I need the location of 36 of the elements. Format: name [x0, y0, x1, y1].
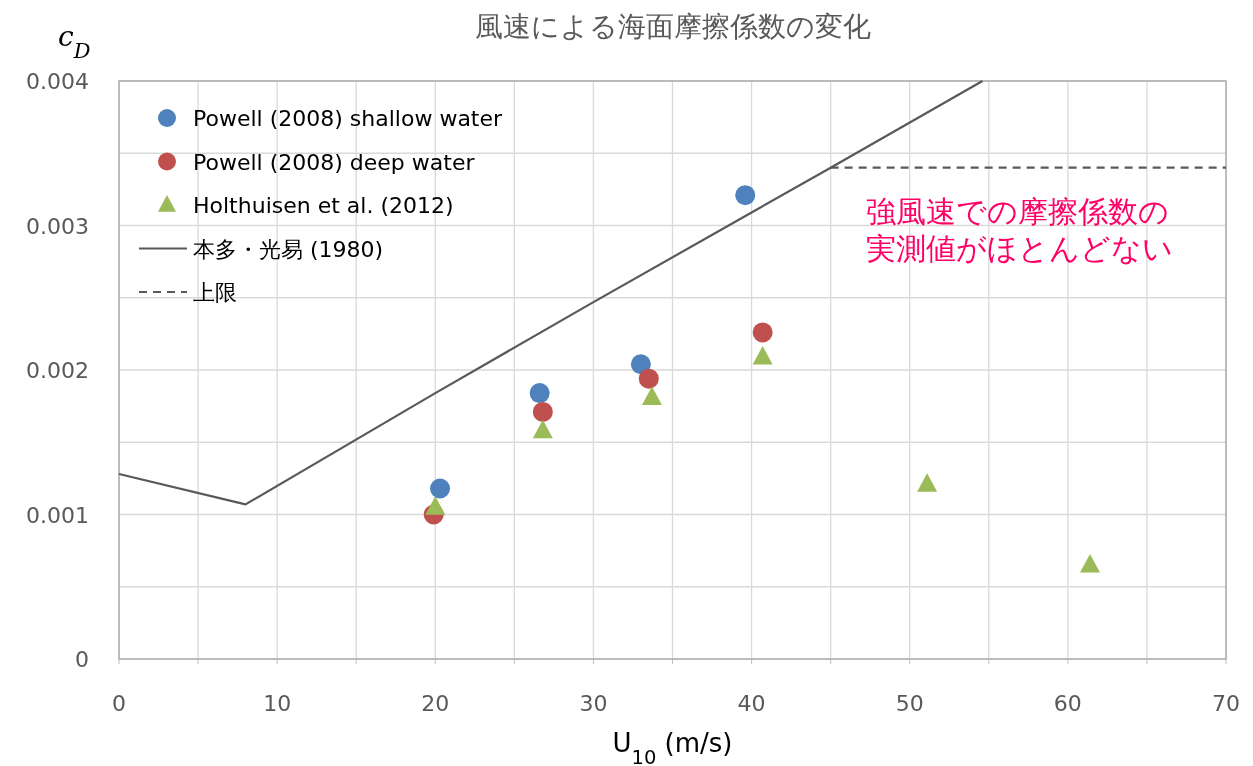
point [630, 354, 651, 375]
x-axis-title: U$_{10}$ (m/s) [612, 728, 733, 766]
point [430, 478, 451, 499]
x-tick-label: 60 [1053, 691, 1082, 716]
annotation: 強風速での摩擦係数の [866, 194, 1169, 229]
y-tick-label: 0 [75, 647, 89, 672]
point [529, 383, 550, 404]
x-tick-label: 30 [579, 691, 608, 716]
y-tick-label: 0.002 [26, 358, 89, 383]
annotation: 実測値がほとんどない [866, 231, 1173, 266]
x-tick-label: 10 [263, 691, 292, 716]
x-tick-label: 20 [421, 691, 450, 716]
point [735, 185, 756, 206]
x-tick-label: 50 [895, 691, 924, 716]
x-tick-label: 0 [112, 691, 126, 716]
point [638, 368, 659, 389]
y-tick-label: 0.001 [26, 502, 89, 528]
chart-title: 風速による海面摩擦係数の変化 [474, 10, 871, 43]
y-axis-title: c$_{D}$ [58, 20, 91, 63]
point [917, 473, 938, 492]
legend-label: 上限 [193, 280, 237, 305]
point [532, 401, 553, 422]
point [425, 496, 446, 515]
legend-label: 本多・光易 (1980) [193, 236, 384, 262]
y-tick-label: 0.004 [26, 69, 89, 94]
legend-label: Powell (2008) shallow water [193, 106, 504, 131]
legend-label: Powell (2008) deep water [193, 149, 476, 175]
point [752, 322, 773, 343]
point [752, 346, 773, 365]
point [532, 419, 553, 439]
point [641, 386, 662, 405]
point [1080, 554, 1100, 573]
x-tick-label: 70 [1212, 691, 1240, 716]
x-tick-label: 40 [737, 691, 766, 716]
y-tick-label: 0.003 [26, 213, 89, 239]
legend-label: Holthuisen et al. (2012) [193, 193, 454, 218]
